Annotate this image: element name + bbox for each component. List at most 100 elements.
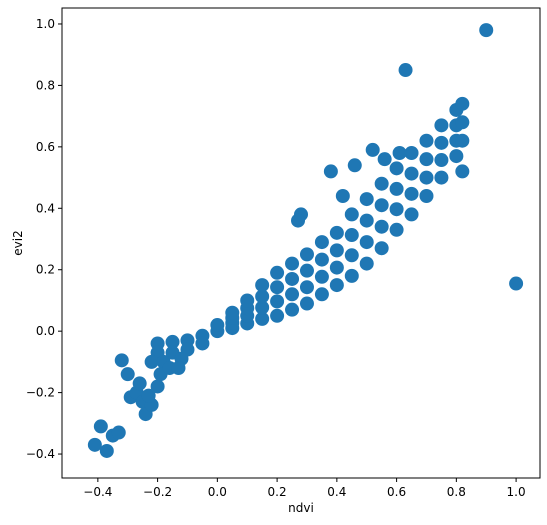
y-tick-label: 0.4	[36, 201, 55, 215]
point	[314, 252, 329, 267]
point	[377, 152, 392, 167]
point	[240, 293, 255, 308]
point	[419, 170, 434, 185]
point	[255, 289, 270, 304]
point	[359, 192, 374, 207]
point	[404, 186, 419, 201]
point	[329, 278, 344, 293]
point	[314, 235, 329, 250]
point	[111, 425, 126, 440]
point	[335, 189, 350, 203]
point	[389, 161, 404, 176]
point	[285, 302, 300, 317]
point	[389, 181, 404, 196]
point	[404, 145, 419, 160]
y-tick-label: −0.4	[26, 447, 55, 461]
point	[419, 189, 434, 203]
point	[329, 225, 344, 240]
point	[479, 23, 494, 38]
point	[270, 265, 285, 280]
point	[359, 235, 374, 250]
point	[392, 145, 407, 160]
point	[434, 118, 449, 133]
point	[455, 115, 470, 130]
point	[359, 213, 374, 228]
point	[144, 354, 159, 369]
point	[299, 280, 314, 295]
x-tick-label: 0.2	[268, 485, 287, 499]
x-tick-label: 0.0	[208, 485, 227, 499]
x-tick-label: 0.8	[447, 485, 466, 499]
point	[255, 311, 270, 326]
point	[419, 152, 434, 167]
point	[434, 135, 449, 150]
point	[270, 308, 285, 323]
point	[509, 276, 524, 291]
point	[404, 207, 419, 222]
point	[374, 176, 389, 191]
point	[455, 164, 470, 179]
x-tick-label: −0.4	[83, 485, 112, 499]
y-tick-label: 1.0	[36, 17, 55, 31]
point	[285, 256, 300, 271]
point	[434, 153, 449, 168]
y-tick-label: 0.0	[36, 324, 55, 338]
point	[171, 361, 186, 376]
point	[419, 133, 434, 148]
y-tick-label: −0.2	[26, 386, 55, 400]
point	[344, 248, 359, 263]
point	[93, 419, 108, 434]
x-axis-label: ndvi	[288, 501, 314, 515]
point	[270, 280, 285, 295]
plot-frame	[61, 7, 541, 479]
point	[329, 260, 344, 275]
point	[455, 133, 470, 148]
y-tick-label: 0.6	[36, 140, 55, 154]
point	[344, 207, 359, 222]
point	[291, 213, 306, 228]
point	[299, 296, 314, 311]
y-axis-label: evi2	[11, 230, 25, 255]
point	[285, 271, 300, 286]
point	[344, 228, 359, 243]
point	[87, 437, 102, 452]
point	[374, 241, 389, 256]
point	[99, 443, 114, 458]
point	[270, 294, 285, 309]
x-tick-label: 0.6	[387, 485, 406, 499]
point	[314, 269, 329, 284]
point	[255, 300, 270, 315]
point	[114, 353, 129, 368]
point	[323, 164, 338, 179]
point	[255, 278, 270, 293]
point	[225, 305, 240, 320]
point	[195, 336, 210, 351]
point	[150, 379, 165, 394]
point	[347, 158, 362, 173]
x-tick-label: 0.4	[327, 485, 346, 499]
plot-area	[62, 8, 540, 478]
point	[365, 142, 380, 157]
point	[359, 256, 374, 271]
point	[299, 263, 314, 278]
point	[165, 334, 180, 349]
point	[434, 170, 449, 185]
point	[374, 219, 389, 234]
point	[141, 388, 156, 403]
point	[404, 166, 419, 181]
point	[210, 318, 225, 333]
point	[285, 287, 300, 302]
point	[455, 96, 470, 111]
point	[449, 149, 464, 164]
point	[329, 243, 344, 258]
point	[299, 247, 314, 262]
point	[389, 202, 404, 217]
point	[344, 268, 359, 283]
point	[389, 222, 404, 237]
point	[398, 63, 413, 78]
point	[132, 376, 147, 391]
point	[374, 198, 389, 213]
x-tick-label: 1.0	[507, 485, 526, 499]
